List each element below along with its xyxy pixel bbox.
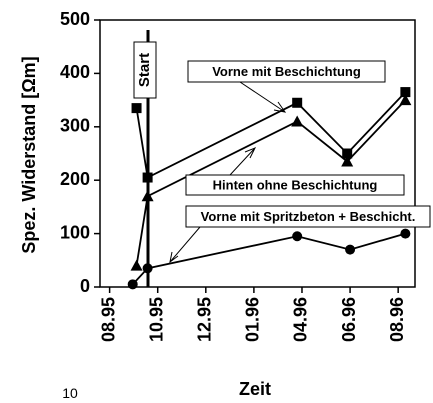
marker (130, 259, 143, 271)
start-label: Start (136, 53, 153, 87)
legend-box (185, 205, 431, 228)
x-tick-label: 06.96 (339, 297, 359, 342)
y-tick-label: 200 (60, 169, 90, 189)
y-axis-label: Spez. Widerstand [Ωm] (19, 56, 39, 253)
marker (141, 190, 154, 202)
x-tick-label: 08.96 (387, 297, 407, 342)
marker (142, 172, 153, 183)
marker (291, 115, 304, 127)
marker (399, 94, 412, 106)
marker (292, 231, 303, 242)
y-tick-label: 0 (80, 276, 90, 296)
legend-label: Hinten ohne Beschichtung (213, 177, 378, 192)
y-tick-label: 300 (60, 116, 90, 136)
marker (127, 279, 138, 290)
annotation-arrows (169, 81, 287, 264)
marker (345, 244, 356, 255)
marker (341, 155, 354, 167)
legend-box (187, 60, 386, 83)
start-box (133, 41, 157, 99)
x-tick-label: 08.95 (98, 297, 118, 342)
marker (292, 97, 303, 108)
marker (400, 87, 411, 98)
plot-frame (99, 19, 416, 288)
y-tick-label: 400 (60, 62, 90, 82)
x-axis-label: Zeit (239, 379, 271, 399)
y-tick-label: 500 (60, 9, 90, 29)
x-tick-label: 12.95 (195, 297, 215, 342)
marker (400, 228, 411, 239)
legend-box (185, 174, 405, 196)
legend-label: Vorne mit Beschichtung (212, 64, 361, 79)
marker (131, 103, 142, 114)
y-tick-label: 100 (60, 222, 90, 242)
legend-label: Vorne mit Spritzbeton + Beschicht. (201, 209, 416, 224)
x-tick-label: 01.96 (243, 297, 263, 342)
x-tick-label: 04.96 (291, 297, 311, 342)
x-tick-label: 10.95 (146, 297, 166, 342)
page-number: 10 (62, 385, 78, 401)
marker (342, 148, 353, 159)
marker (142, 263, 153, 274)
